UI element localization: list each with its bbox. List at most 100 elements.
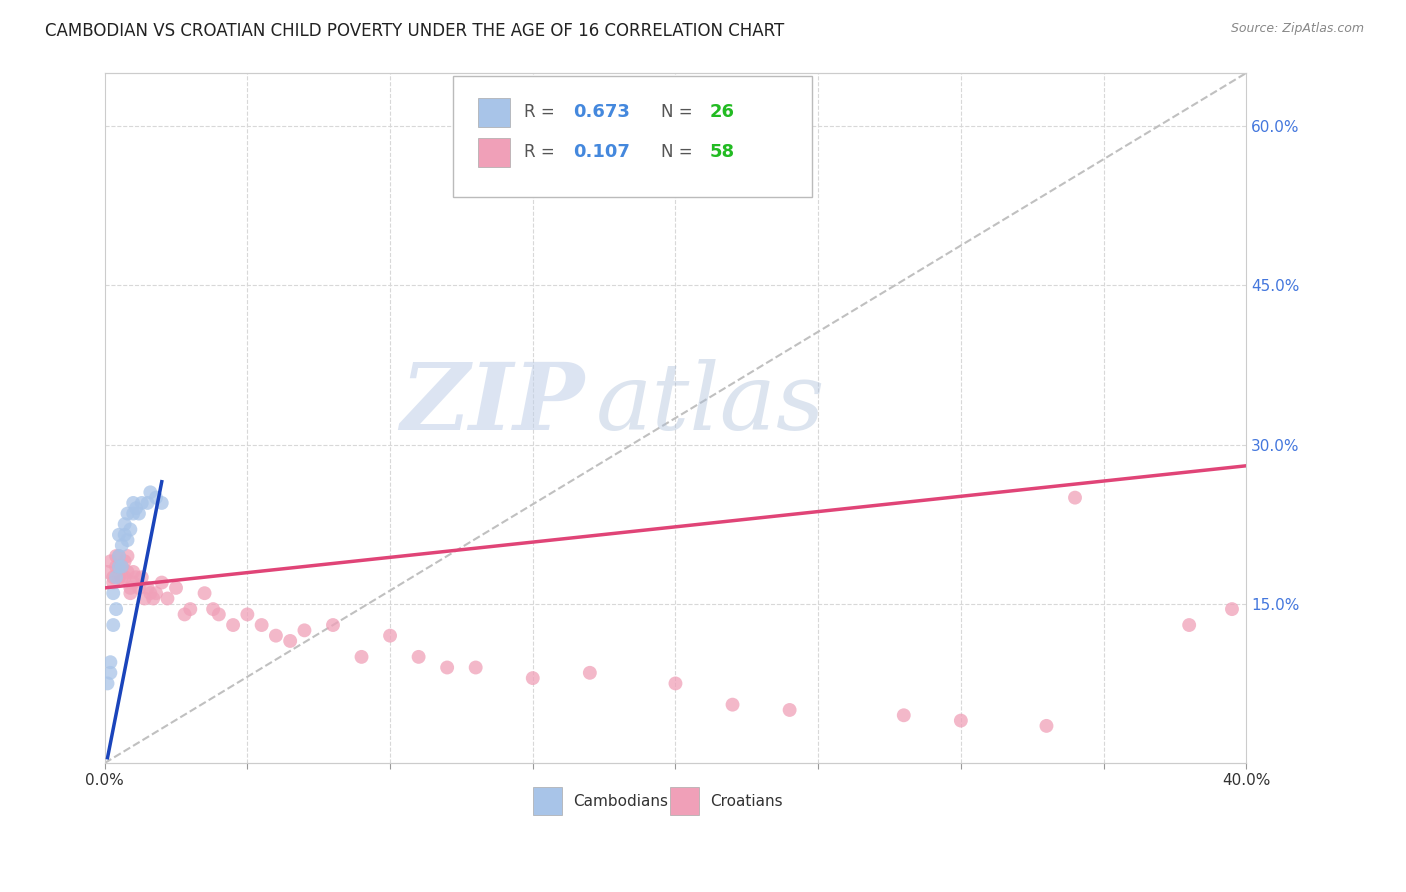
Point — [1035, 719, 1057, 733]
Text: 26: 26 — [710, 103, 735, 121]
Point — [136, 581, 159, 595]
Text: Source: ZipAtlas.com: Source: ZipAtlas.com — [1230, 22, 1364, 36]
Point — [96, 565, 118, 579]
Text: Croatians: Croatians — [710, 794, 782, 808]
Point — [128, 507, 150, 521]
Point — [173, 607, 195, 622]
Text: atlas: atlas — [596, 359, 825, 450]
Point — [322, 618, 344, 632]
Point — [378, 629, 401, 643]
Point — [139, 485, 162, 500]
Point — [779, 703, 801, 717]
Point — [103, 575, 125, 590]
FancyBboxPatch shape — [533, 788, 562, 814]
Point — [120, 586, 142, 600]
Point — [111, 570, 134, 584]
Point — [103, 570, 125, 584]
Point — [202, 602, 225, 616]
Point — [278, 634, 301, 648]
Point — [1178, 618, 1201, 632]
Point — [145, 491, 167, 505]
Point — [579, 665, 602, 680]
Point — [125, 501, 148, 516]
Point — [105, 570, 128, 584]
Point — [522, 671, 544, 685]
Point — [103, 618, 125, 632]
Point — [108, 559, 131, 574]
Point — [156, 591, 179, 606]
Point — [131, 496, 153, 510]
Point — [264, 629, 287, 643]
Text: CAMBODIAN VS CROATIAN CHILD POVERTY UNDER THE AGE OF 16 CORRELATION CHART: CAMBODIAN VS CROATIAN CHILD POVERTY UNDE… — [45, 22, 785, 40]
Text: R =: R = — [523, 103, 560, 121]
Text: 0.107: 0.107 — [572, 144, 630, 161]
Point — [108, 559, 131, 574]
Point — [111, 559, 134, 574]
Point — [150, 575, 173, 590]
Point — [408, 649, 430, 664]
Point — [108, 570, 131, 584]
Point — [125, 570, 148, 584]
Point — [100, 655, 122, 669]
Text: 0.673: 0.673 — [572, 103, 630, 121]
Point — [108, 528, 131, 542]
Text: 58: 58 — [710, 144, 735, 161]
Point — [111, 538, 134, 552]
Point — [664, 676, 686, 690]
Point — [193, 586, 215, 600]
Point — [350, 649, 373, 664]
Point — [179, 602, 201, 616]
Point — [721, 698, 744, 712]
Point — [122, 507, 145, 521]
Point — [236, 607, 259, 622]
Point — [134, 591, 156, 606]
Point — [105, 559, 128, 574]
Point — [122, 496, 145, 510]
Point — [108, 549, 131, 563]
Point — [103, 586, 125, 600]
Point — [114, 528, 136, 542]
Point — [208, 607, 231, 622]
Point — [122, 565, 145, 579]
Point — [96, 676, 118, 690]
Point — [108, 549, 131, 563]
Point — [294, 624, 316, 638]
Text: N =: N = — [661, 144, 697, 161]
Point — [949, 714, 972, 728]
Point — [105, 602, 128, 616]
Point — [145, 586, 167, 600]
FancyBboxPatch shape — [669, 788, 699, 814]
Point — [105, 549, 128, 563]
Point — [142, 591, 165, 606]
Point — [1064, 491, 1087, 505]
Point — [117, 507, 139, 521]
Point — [131, 570, 153, 584]
Point — [1220, 602, 1243, 616]
Point — [100, 665, 122, 680]
Point — [136, 496, 159, 510]
Point — [117, 565, 139, 579]
FancyBboxPatch shape — [453, 77, 813, 197]
Point — [165, 581, 187, 595]
Point — [120, 523, 142, 537]
Point — [100, 554, 122, 568]
Text: Cambodians: Cambodians — [572, 794, 668, 808]
Point — [117, 549, 139, 563]
FancyBboxPatch shape — [478, 98, 510, 127]
Point — [150, 496, 173, 510]
Point — [114, 554, 136, 568]
Point — [114, 570, 136, 584]
FancyBboxPatch shape — [478, 138, 510, 167]
Point — [222, 618, 245, 632]
Point — [128, 581, 150, 595]
Point — [117, 533, 139, 547]
Text: R =: R = — [523, 144, 560, 161]
Point — [893, 708, 915, 723]
Point — [122, 575, 145, 590]
Point — [436, 660, 458, 674]
Text: N =: N = — [661, 103, 697, 121]
Point — [139, 586, 162, 600]
Text: ZIP: ZIP — [399, 359, 583, 450]
Point — [250, 618, 273, 632]
Point — [120, 581, 142, 595]
